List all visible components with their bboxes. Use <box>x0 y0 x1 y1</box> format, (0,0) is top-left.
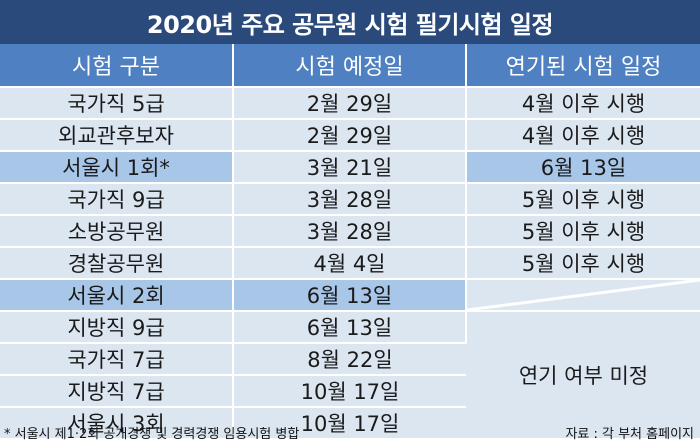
cell-postponed: 5월 이후 시행 <box>466 183 700 216</box>
column-header-postponed: 연기된 시험 일정 <box>466 44 700 88</box>
cell-category: 지방직 9급 <box>0 311 234 344</box>
cell-category: 국가직 5급 <box>0 87 234 120</box>
cell-postponed: 6월 13일 <box>466 151 700 184</box>
cell-postponed: 5월 이후 시행 <box>466 215 700 248</box>
cell-scheduled: 10월 17일 <box>233 407 466 440</box>
cell-postponed-merged: 연기 여부 미정 <box>466 311 700 440</box>
footnote: * 서울시 제1·2회 공개경쟁 및 경력경쟁 임용시험 병합 <box>4 427 300 442</box>
cell-scheduled: 2월 29일 <box>233 119 467 152</box>
cell-scheduled: 3월 28일 <box>233 215 467 248</box>
cell-scheduled: 10월 17일 <box>233 375 466 408</box>
cell-scheduled: 2월 29일 <box>233 87 467 120</box>
cell-scheduled: 8월 22일 <box>233 343 466 376</box>
table-row: 서울시 1회* 3월 21일 6월 13일 <box>0 151 700 184</box>
cell-category: 서울시 3회 <box>0 407 234 440</box>
cell-scheduled: 3월 28일 <box>233 183 467 216</box>
table-row: 지방직 7급 10월 17일 <box>0 375 700 408</box>
table-header-row: 시험 구분 시험 예정일 연기된 시험 일정 <box>0 44 700 88</box>
column-header-scheduled: 시험 예정일 <box>233 44 467 88</box>
cell-postponed-empty <box>466 279 700 312</box>
footer: * 서울시 제1·2회 공개경쟁 및 경력경쟁 임용시험 병합 자료 : 각 부… <box>0 420 700 442</box>
table-row: 외교관후보자 2월 29일 4월 이후 시행 <box>0 119 700 152</box>
cell-category: 경찰공무원 <box>0 247 234 280</box>
table-row: 국가직 9급 3월 28일 5월 이후 시행 <box>0 183 700 216</box>
table-row: 국가직 5급 2월 29일 4월 이후 시행 <box>0 87 700 120</box>
cell-postponed: 4월 이후 시행 <box>466 119 700 152</box>
cell-category: 소방공무원 <box>0 215 234 248</box>
cell-category: 서울시 2회 <box>0 279 234 312</box>
cell-postponed: 5월 이후 시행 <box>466 247 700 280</box>
table-row: 경찰공무원 4월 4일 5월 이후 시행 <box>0 247 700 280</box>
table-row: 소방공무원 3월 28일 5월 이후 시행 <box>0 215 700 248</box>
diagonal-divider <box>467 280 700 310</box>
source-credit: 자료 : 각 부처 홈페이지 <box>565 427 694 442</box>
cell-category: 국가직 7급 <box>0 343 234 376</box>
page-title: 2020년 주요 공무원 시험 필기시험 일정 <box>0 0 700 44</box>
cell-category: 외교관후보자 <box>0 119 234 152</box>
table-row: 국가직 7급 8월 22일 <box>0 343 700 376</box>
schedule-table: 시험 구분 시험 예정일 연기된 시험 일정 국가직 5급 2월 29일 4월 … <box>0 44 700 440</box>
cell-category: 지방직 7급 <box>0 375 234 408</box>
cell-category: 국가직 9급 <box>0 183 234 216</box>
cell-scheduled: 3월 21일 <box>233 151 467 184</box>
cell-scheduled: 4월 4일 <box>233 247 467 280</box>
cell-category: 서울시 1회* <box>0 151 234 184</box>
table-row: 지방직 9급 6월 13일 연기 여부 미정 <box>0 311 700 440</box>
cell-scheduled: 6월 13일 <box>233 311 467 344</box>
table-row: 서울시 2회 6월 13일 <box>0 279 700 312</box>
cell-postponed: 4월 이후 시행 <box>466 87 700 120</box>
table-row: 서울시 3회 10월 17일 <box>0 407 700 440</box>
column-header-category: 시험 구분 <box>0 44 234 88</box>
cell-scheduled: 6월 13일 <box>233 279 467 312</box>
